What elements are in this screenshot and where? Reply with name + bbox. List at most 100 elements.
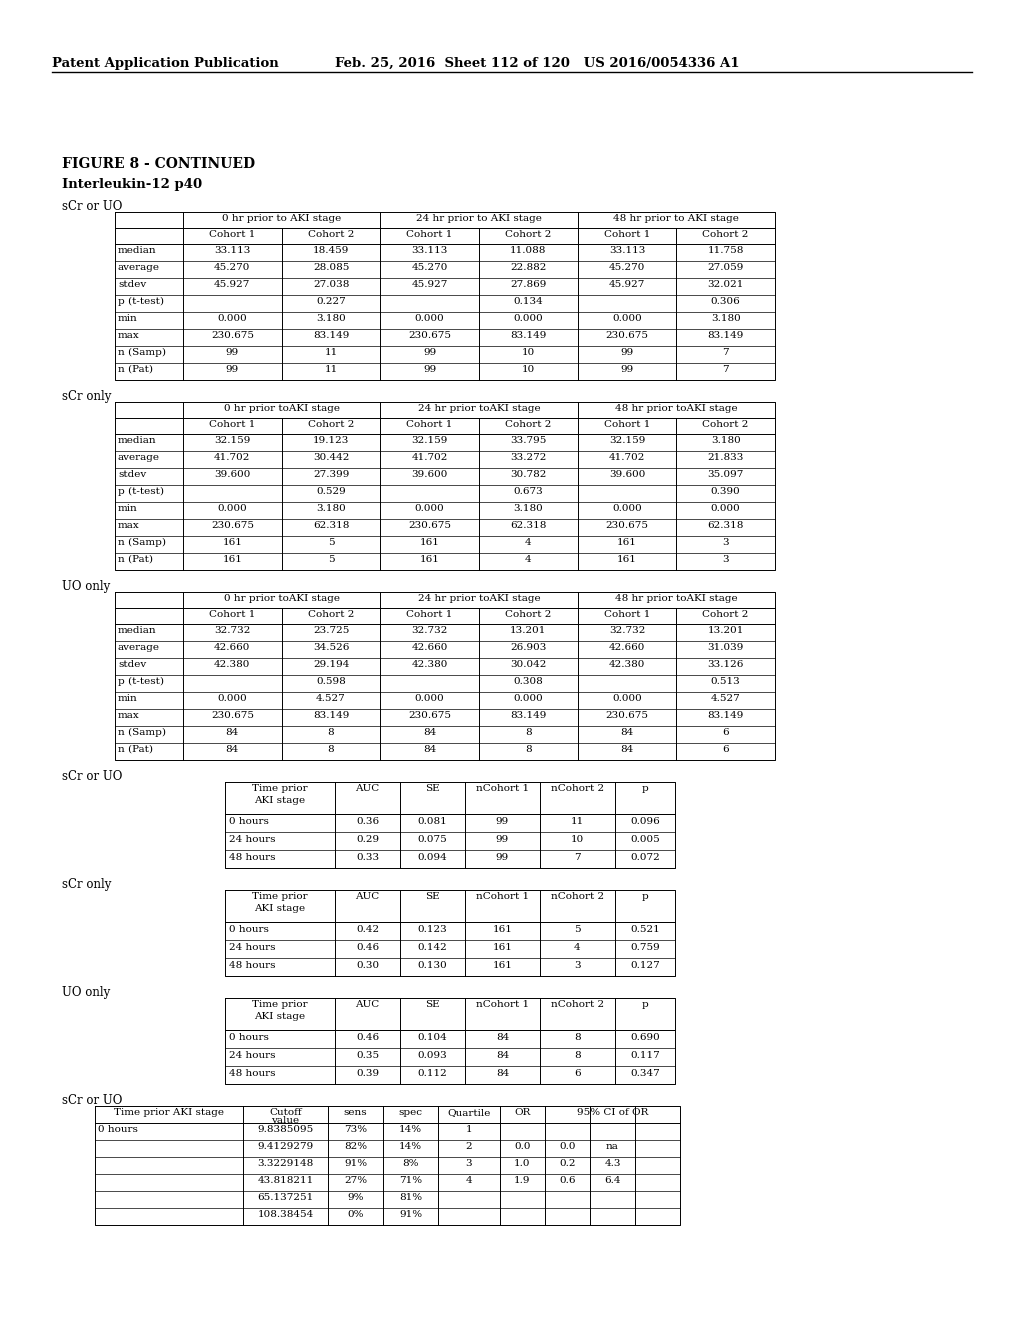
Text: 33.795: 33.795 — [510, 436, 547, 445]
Text: 161: 161 — [493, 925, 512, 935]
Text: 48 hours: 48 hours — [229, 853, 275, 862]
Text: 83.149: 83.149 — [708, 331, 743, 341]
Text: 0.46: 0.46 — [356, 1034, 379, 1041]
Text: 0.000: 0.000 — [513, 694, 543, 704]
Text: 11: 11 — [325, 348, 338, 356]
Text: sCr or UO: sCr or UO — [62, 1094, 123, 1107]
Text: 230.675: 230.675 — [409, 331, 452, 341]
Text: 83.149: 83.149 — [510, 711, 547, 719]
Text: 0.306: 0.306 — [711, 297, 740, 306]
Text: 0.005: 0.005 — [630, 836, 659, 843]
Text: sCr or UO: sCr or UO — [62, 770, 123, 783]
Text: Quartile: Quartile — [447, 1107, 490, 1117]
Text: 7: 7 — [574, 853, 581, 862]
Text: 0.390: 0.390 — [711, 487, 740, 496]
Text: 3.180: 3.180 — [711, 436, 740, 445]
Text: 6: 6 — [722, 744, 729, 754]
Text: 99: 99 — [423, 366, 436, 374]
Text: p (t-test): p (t-test) — [118, 677, 164, 686]
Text: 99: 99 — [496, 836, 509, 843]
Text: 3.3229148: 3.3229148 — [257, 1159, 313, 1168]
Text: Cohort 2: Cohort 2 — [702, 230, 749, 239]
Text: 0.42: 0.42 — [356, 925, 379, 935]
Text: 3.180: 3.180 — [316, 314, 346, 323]
Text: 0.521: 0.521 — [630, 925, 659, 935]
Text: 81%: 81% — [399, 1193, 422, 1203]
Text: 28.085: 28.085 — [312, 263, 349, 272]
Text: 0.096: 0.096 — [630, 817, 659, 826]
Text: 0.094: 0.094 — [418, 853, 447, 862]
Text: p: p — [642, 892, 648, 902]
Text: n (Pat): n (Pat) — [118, 554, 153, 564]
Text: median: median — [118, 246, 157, 255]
Text: 39.600: 39.600 — [609, 470, 645, 479]
Text: 42.380: 42.380 — [609, 660, 645, 669]
Text: 99: 99 — [496, 817, 509, 826]
Text: 27.869: 27.869 — [510, 280, 547, 289]
Text: 0.673: 0.673 — [513, 487, 543, 496]
Text: median: median — [118, 626, 157, 635]
Text: max: max — [118, 521, 139, 531]
Text: 26.903: 26.903 — [510, 643, 547, 652]
Text: 99: 99 — [225, 348, 239, 356]
Text: 62.318: 62.318 — [708, 521, 743, 531]
Text: n (Samp): n (Samp) — [118, 348, 166, 358]
Text: SE: SE — [425, 784, 440, 793]
Text: average: average — [118, 643, 160, 652]
Text: 84: 84 — [423, 729, 436, 737]
Text: 99: 99 — [496, 853, 509, 862]
Text: 6: 6 — [574, 1069, 581, 1078]
Text: SE: SE — [425, 892, 440, 902]
Text: 0.0: 0.0 — [559, 1142, 575, 1151]
Text: 33.113: 33.113 — [214, 246, 251, 255]
Text: 84: 84 — [225, 729, 239, 737]
Text: stdev: stdev — [118, 470, 146, 479]
Text: 6: 6 — [722, 729, 729, 737]
Text: 10: 10 — [570, 836, 584, 843]
Text: Cohort 2: Cohort 2 — [702, 420, 749, 429]
Text: 65.137251: 65.137251 — [257, 1193, 313, 1203]
Text: n (Samp): n (Samp) — [118, 729, 166, 737]
Text: 0.000: 0.000 — [612, 314, 642, 323]
Text: 0.000: 0.000 — [415, 314, 444, 323]
Text: 0.000: 0.000 — [612, 504, 642, 513]
Text: 11.088: 11.088 — [510, 246, 547, 255]
Text: 0.30: 0.30 — [356, 961, 379, 970]
Text: 24 hours: 24 hours — [229, 942, 275, 952]
Text: 0.513: 0.513 — [711, 677, 740, 686]
Text: 45.927: 45.927 — [412, 280, 447, 289]
Text: 48 hr prior toAKI stage: 48 hr prior toAKI stage — [615, 594, 737, 603]
Text: Time prior: Time prior — [252, 892, 308, 902]
Text: 29.194: 29.194 — [312, 660, 349, 669]
Text: stdev: stdev — [118, 280, 146, 289]
Text: OR: OR — [514, 1107, 530, 1117]
Text: 27.038: 27.038 — [312, 280, 349, 289]
Text: 48 hours: 48 hours — [229, 961, 275, 970]
Text: 31.039: 31.039 — [708, 643, 743, 652]
Text: Cohort 1: Cohort 1 — [604, 610, 650, 619]
Text: p: p — [642, 1001, 648, 1008]
Text: 230.675: 230.675 — [605, 521, 648, 531]
Text: Cohort 1: Cohort 1 — [209, 230, 256, 239]
Text: 21.833: 21.833 — [708, 453, 743, 462]
Text: 9.8385095: 9.8385095 — [257, 1125, 313, 1134]
Text: UO only: UO only — [62, 579, 111, 593]
Text: 4: 4 — [525, 539, 531, 546]
Text: na: na — [606, 1142, 618, 1151]
Text: 0.46: 0.46 — [356, 942, 379, 952]
Text: 42.380: 42.380 — [412, 660, 447, 669]
Text: 0.000: 0.000 — [217, 314, 247, 323]
Text: 0.598: 0.598 — [316, 677, 346, 686]
Text: 230.675: 230.675 — [211, 521, 254, 531]
Text: 48 hours: 48 hours — [229, 1069, 275, 1078]
Text: 42.660: 42.660 — [214, 643, 251, 652]
Text: 24 hours: 24 hours — [229, 836, 275, 843]
Text: 0.36: 0.36 — [356, 817, 379, 826]
Text: 0.134: 0.134 — [513, 297, 543, 306]
Text: 230.675: 230.675 — [605, 331, 648, 341]
Text: 33.126: 33.126 — [708, 660, 743, 669]
Text: 161: 161 — [420, 539, 439, 546]
Text: 11: 11 — [325, 366, 338, 374]
Text: 0 hours: 0 hours — [98, 1125, 138, 1134]
Text: Cohort 2: Cohort 2 — [505, 230, 552, 239]
